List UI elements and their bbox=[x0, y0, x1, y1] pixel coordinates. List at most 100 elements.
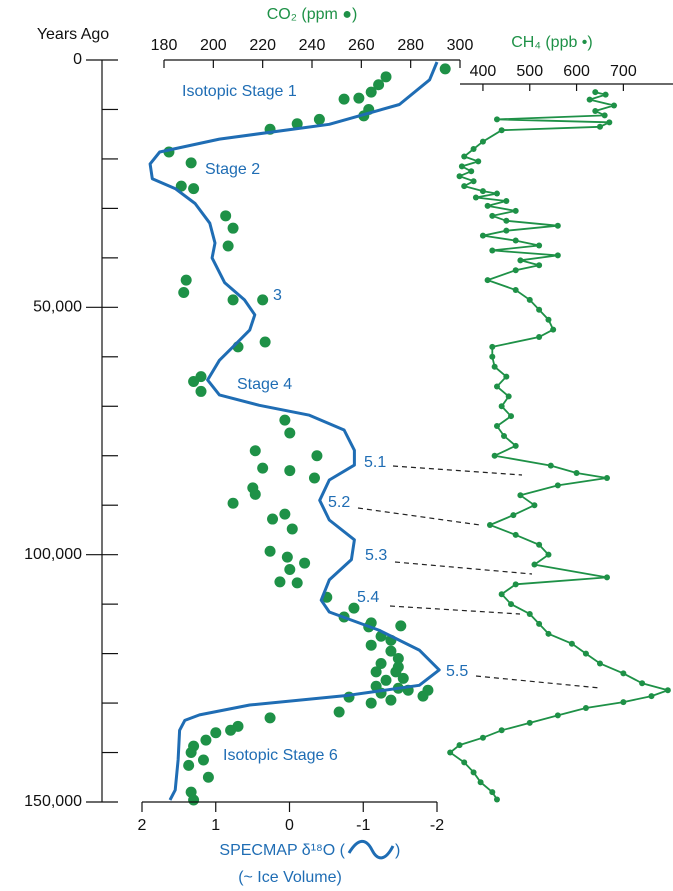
data-point bbox=[439, 63, 451, 75]
data-point bbox=[475, 158, 482, 165]
data-point bbox=[274, 576, 286, 588]
data-point bbox=[417, 690, 429, 702]
data-point bbox=[601, 112, 608, 119]
data-point bbox=[592, 89, 599, 96]
data-point bbox=[503, 197, 510, 204]
data-point bbox=[489, 343, 496, 350]
data-point bbox=[385, 694, 397, 706]
data-point bbox=[365, 86, 377, 98]
data-point bbox=[188, 376, 200, 388]
data-point bbox=[461, 153, 468, 160]
data-point bbox=[536, 541, 543, 548]
data-point bbox=[264, 712, 276, 724]
data-point bbox=[531, 561, 538, 568]
data-point bbox=[491, 363, 498, 370]
data-point bbox=[517, 492, 524, 499]
data-point bbox=[493, 116, 500, 123]
data-point bbox=[547, 462, 554, 469]
data-point bbox=[493, 190, 500, 197]
data-point bbox=[489, 247, 496, 254]
data-point bbox=[503, 227, 510, 234]
data-point bbox=[606, 119, 613, 126]
data-point bbox=[545, 316, 552, 323]
data-point bbox=[257, 462, 269, 474]
data-point bbox=[311, 450, 323, 462]
data-point bbox=[227, 222, 239, 234]
data-point bbox=[536, 334, 543, 341]
x-tick-label: 1 bbox=[211, 817, 220, 834]
data-point bbox=[508, 601, 515, 608]
data-point bbox=[498, 591, 505, 598]
data-point bbox=[188, 794, 200, 806]
data-point bbox=[227, 294, 239, 306]
data-point bbox=[582, 650, 589, 657]
data-point bbox=[493, 796, 500, 803]
data-point bbox=[603, 474, 610, 481]
x-tick-label: 200 bbox=[200, 37, 227, 54]
data-point bbox=[536, 306, 543, 313]
data-point bbox=[620, 670, 627, 677]
data-point bbox=[586, 96, 593, 103]
y-tick-label: 0 bbox=[73, 51, 82, 68]
data-point bbox=[484, 277, 491, 284]
data-line bbox=[448, 91, 671, 800]
stage-label: 5.1 bbox=[364, 454, 386, 471]
data-point bbox=[188, 183, 200, 195]
stage-label: Stage 2 bbox=[205, 161, 260, 178]
data-point bbox=[210, 727, 222, 739]
data-point bbox=[458, 163, 465, 170]
data-point bbox=[545, 551, 552, 558]
data-point bbox=[512, 531, 519, 538]
data-point bbox=[470, 769, 477, 776]
data-point bbox=[568, 640, 575, 647]
data-point bbox=[291, 577, 303, 589]
x-tick-label: 400 bbox=[470, 63, 497, 80]
stage-label: 5.5 bbox=[446, 663, 468, 680]
data-point bbox=[503, 217, 510, 224]
stage-label: Isotopic Stage 1 bbox=[182, 83, 297, 100]
data-point bbox=[554, 482, 561, 489]
data-point bbox=[470, 178, 477, 185]
data-point bbox=[468, 168, 475, 175]
data-point bbox=[447, 749, 454, 756]
data-point bbox=[489, 353, 496, 360]
data-point bbox=[175, 180, 187, 192]
data-point bbox=[526, 611, 533, 618]
data-point bbox=[512, 442, 519, 449]
x-tick-label: 180 bbox=[151, 37, 178, 54]
data-point bbox=[257, 294, 269, 306]
data-point bbox=[573, 470, 580, 477]
x-tick-label: 220 bbox=[249, 37, 276, 54]
series-1 bbox=[447, 89, 671, 803]
data-point bbox=[197, 754, 209, 766]
data-point bbox=[313, 113, 325, 125]
specmap-legend-symbol bbox=[347, 839, 395, 860]
data-point bbox=[390, 666, 402, 678]
data-point bbox=[353, 92, 365, 104]
data-point bbox=[491, 452, 498, 459]
data-point bbox=[498, 727, 505, 734]
data-point bbox=[592, 107, 599, 114]
data-point bbox=[222, 240, 234, 252]
data-point bbox=[365, 697, 377, 709]
data-point bbox=[259, 336, 271, 348]
data-point bbox=[503, 373, 510, 380]
data-point bbox=[279, 414, 291, 426]
data-point bbox=[200, 734, 212, 746]
specmap-axis-title-end: ) bbox=[395, 842, 400, 859]
data-point bbox=[225, 724, 237, 736]
y-tick-label: 100,000 bbox=[24, 546, 82, 563]
data-point bbox=[220, 210, 232, 222]
connector bbox=[389, 605, 521, 615]
data-point bbox=[512, 287, 519, 294]
data-point bbox=[498, 127, 505, 134]
data-point bbox=[603, 574, 610, 581]
data-point bbox=[373, 79, 385, 91]
data-point bbox=[536, 620, 543, 627]
data-point bbox=[183, 759, 195, 771]
data-point bbox=[489, 212, 496, 219]
data-point bbox=[512, 267, 519, 274]
data-point bbox=[512, 207, 519, 214]
data-point bbox=[249, 445, 261, 457]
